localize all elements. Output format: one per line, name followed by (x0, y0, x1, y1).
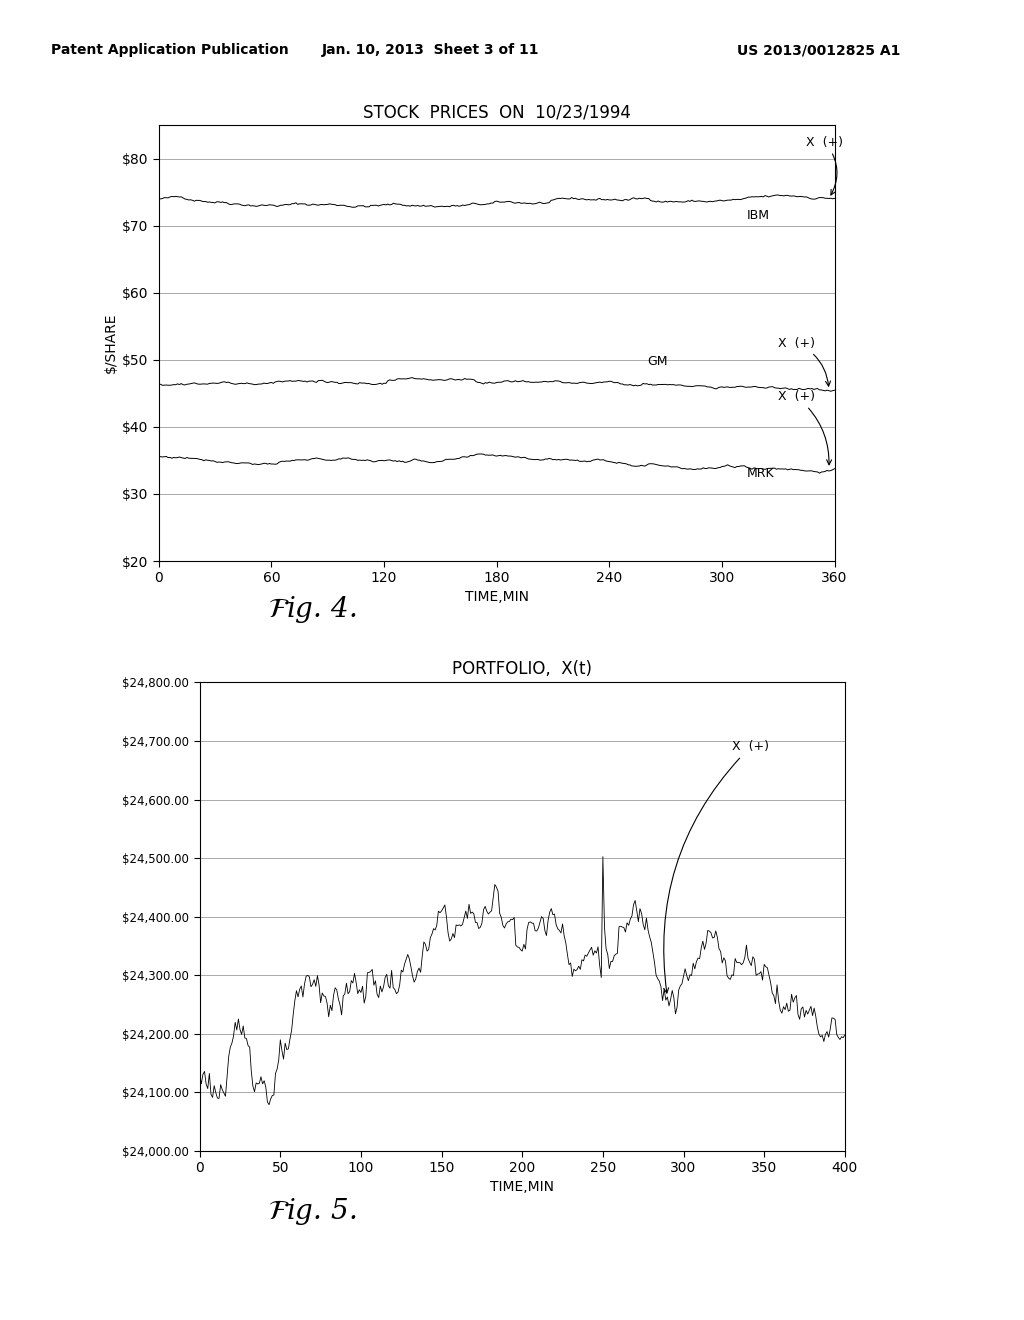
Text: $\mathcal{F}$ig. 5.: $\mathcal{F}$ig. 5. (268, 1196, 356, 1228)
Text: X  (+): X (+) (778, 391, 831, 465)
Title: STOCK  PRICES  ON  10/23/1994: STOCK PRICES ON 10/23/1994 (362, 103, 631, 121)
Text: IBM: IBM (746, 210, 769, 222)
Text: US 2013/0012825 A1: US 2013/0012825 A1 (737, 44, 901, 57)
Text: X  (+): X (+) (664, 741, 769, 993)
Text: X  (+): X (+) (778, 337, 830, 387)
Title: PORTFOLIO,  X(t): PORTFOLIO, X(t) (453, 660, 592, 678)
X-axis label: TIME,MIN: TIME,MIN (490, 1180, 554, 1193)
Text: GM: GM (647, 355, 668, 368)
Text: X  (+): X (+) (807, 136, 844, 195)
Text: Jan. 10, 2013  Sheet 3 of 11: Jan. 10, 2013 Sheet 3 of 11 (322, 44, 539, 57)
Text: MRK: MRK (746, 467, 774, 480)
Text: Patent Application Publication: Patent Application Publication (51, 44, 289, 57)
Y-axis label: $/SHARE: $/SHARE (103, 313, 118, 374)
X-axis label: TIME,MIN: TIME,MIN (465, 590, 528, 603)
Text: $\mathcal{F}$ig. 4.: $\mathcal{F}$ig. 4. (268, 594, 356, 626)
